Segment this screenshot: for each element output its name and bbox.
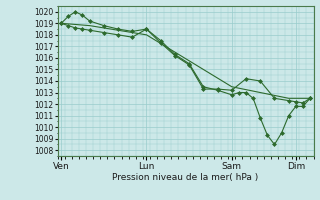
X-axis label: Pression niveau de la mer( hPa ): Pression niveau de la mer( hPa ) <box>112 173 259 182</box>
